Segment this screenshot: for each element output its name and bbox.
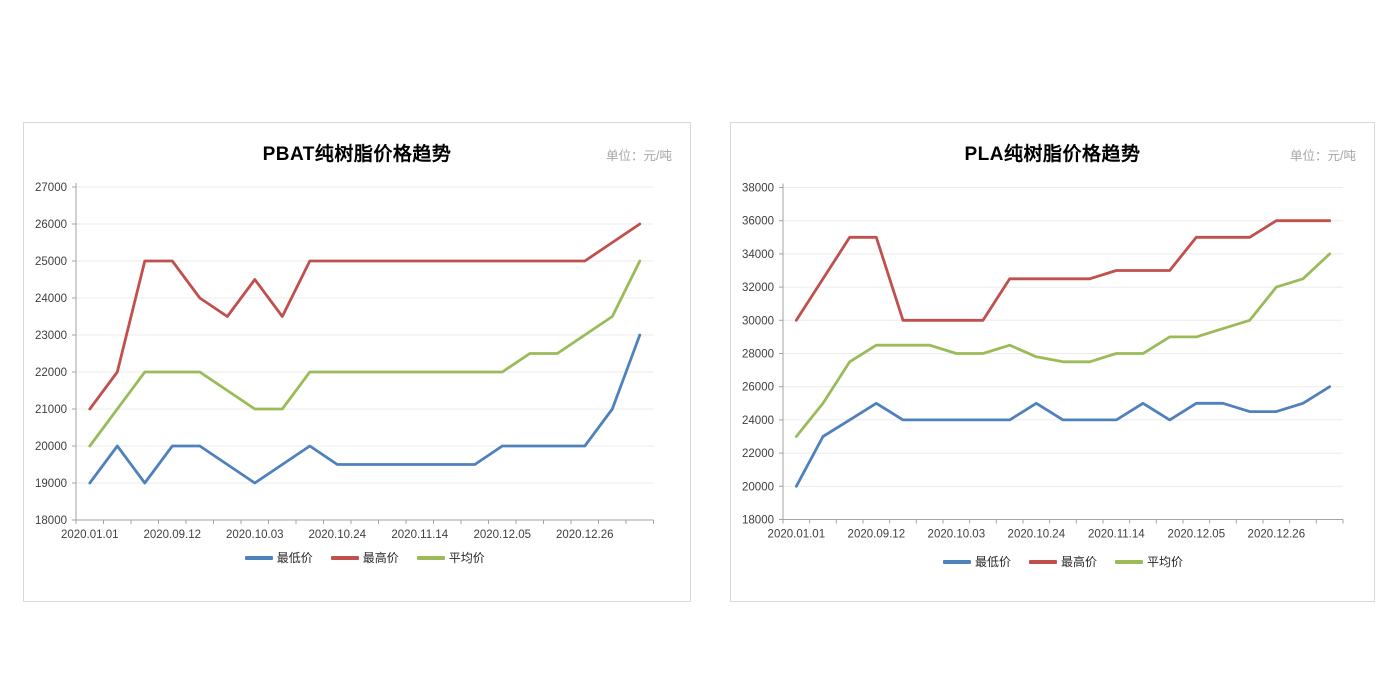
y-axis-label: 26000 bbox=[35, 219, 67, 231]
legend-label: 最高价 bbox=[362, 551, 399, 565]
y-axis-label: 28000 bbox=[742, 349, 774, 361]
legend-item-最低价: 最低价 bbox=[244, 549, 313, 566]
y-axis-label: 32000 bbox=[742, 282, 774, 294]
x-axis-label: 2020.12.05 bbox=[473, 529, 531, 541]
pla-chart-title: PLA纯树脂价格趋势 bbox=[964, 144, 1141, 165]
series-line-最高价 bbox=[794, 219, 1332, 322]
x-axis-label: 2020.12.05 bbox=[1168, 529, 1226, 541]
x-axis-label: 2020.10.03 bbox=[226, 529, 284, 541]
x-axis-label: 2020.11.14 bbox=[391, 529, 448, 541]
x-axis-label: 2020.10.03 bbox=[928, 529, 986, 541]
pla-chart-panel: PLA纯树脂价格趋势 单位：元/吨 18000 20000 22000 24000 26… bbox=[730, 122, 1375, 602]
y-axis-label: 18000 bbox=[35, 515, 67, 527]
series-line-最高价 bbox=[88, 222, 642, 411]
legend-swatch bbox=[330, 555, 359, 560]
legend-label: 最低价 bbox=[974, 555, 1011, 569]
y-axis-label: 23000 bbox=[35, 330, 67, 342]
legend-label: 平均价 bbox=[1147, 555, 1184, 569]
x-axis-label: 2020.12.26 bbox=[1248, 529, 1306, 541]
x-axis-label: 2020.09.12 bbox=[848, 529, 906, 541]
y-axis-label: 24000 bbox=[742, 415, 774, 427]
legend-item-最高价: 最高价 bbox=[330, 549, 399, 566]
pla-unit-label: 单位：元/吨 bbox=[1290, 149, 1356, 163]
y-axis-label: 27000 bbox=[35, 182, 67, 194]
legend-swatch bbox=[1115, 559, 1143, 564]
legend-item-平均价: 平均价 bbox=[1115, 553, 1183, 570]
y-axis-label: 30000 bbox=[742, 315, 774, 327]
pbat-unit-label: 单位：元/吨 bbox=[606, 149, 672, 163]
pla-legend: 最低价 最高价 平均价 bbox=[783, 553, 1343, 570]
series-line-最低价 bbox=[794, 385, 1332, 488]
y-axis-label: 20000 bbox=[35, 441, 67, 453]
pbat-plot-area: 18000 19000 20000 21000 22000 23000 24000 25000… bbox=[35, 182, 654, 541]
x-axis-label: 2020.01.01 bbox=[61, 529, 119, 541]
pla-plot-area: 18000 20000 22000 24000 26000 28000 30000 32000… bbox=[742, 183, 1344, 541]
x-axis-label: 2020.01.01 bbox=[768, 529, 826, 541]
y-axis-label: 34000 bbox=[742, 249, 774, 261]
y-axis-label: 22000 bbox=[742, 448, 774, 460]
y-axis-label: 25000 bbox=[35, 256, 67, 268]
y-axis-label: 26000 bbox=[742, 382, 774, 394]
x-axis-label: 2020.11.14 bbox=[1088, 529, 1145, 541]
legend-swatch bbox=[244, 555, 273, 560]
y-axis-label: 21000 bbox=[35, 404, 67, 416]
legend-label: 最高价 bbox=[1060, 555, 1097, 569]
legend-swatch bbox=[416, 555, 445, 560]
legend-swatch bbox=[942, 559, 971, 564]
x-axis-label: 2020.10.24 bbox=[308, 529, 366, 541]
y-axis-label: 36000 bbox=[742, 216, 774, 228]
legend-swatch bbox=[1028, 559, 1057, 564]
series-line-平均价 bbox=[88, 259, 642, 448]
y-axis-label: 18000 bbox=[742, 515, 774, 527]
x-axis-label: 2020.09.12 bbox=[143, 529, 201, 541]
y-axis-label: 20000 bbox=[742, 481, 774, 493]
pbat-legend: 最低价 最高价 平均价 bbox=[76, 549, 654, 566]
y-axis-label: 24000 bbox=[35, 293, 67, 305]
legend-label: 最低价 bbox=[276, 551, 313, 565]
legend-item-平均价: 平均价 bbox=[416, 549, 485, 566]
y-axis-label: 38000 bbox=[742, 183, 774, 195]
series-line-最低价 bbox=[88, 333, 642, 485]
legend-label: 平均价 bbox=[448, 551, 485, 565]
x-axis-label: 2020.10.24 bbox=[1008, 529, 1066, 541]
series-line-平均价 bbox=[794, 252, 1332, 438]
pbat-chart-title: PBAT纯树脂价格趋势 bbox=[262, 144, 452, 165]
y-axis-label: 19000 bbox=[35, 478, 67, 490]
legend-item-最高价: 最高价 bbox=[1028, 553, 1097, 570]
pbat-chart-panel: PBAT纯树脂价格趋势 单位：元/吨 18000 19000 20000 21000 2… bbox=[23, 122, 691, 602]
legend-item-最低价: 最低价 bbox=[942, 553, 1011, 570]
x-axis-label: 2020.12.26 bbox=[556, 529, 614, 541]
y-axis-label: 22000 bbox=[35, 367, 67, 379]
